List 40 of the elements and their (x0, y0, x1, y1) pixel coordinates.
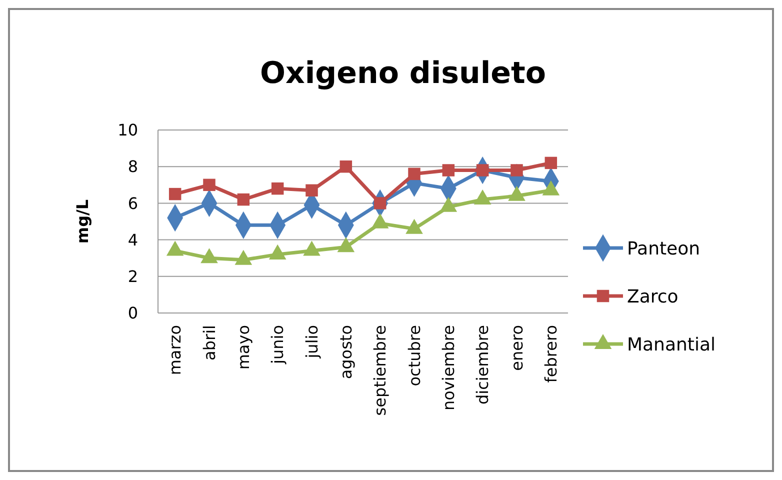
x-tick-label: diciembre (473, 325, 492, 404)
point (237, 193, 250, 206)
x-tick-label: febrero (542, 325, 561, 383)
point (442, 164, 455, 176)
point (406, 218, 423, 234)
point (234, 250, 252, 265)
x-tick-label: octubre (404, 325, 424, 386)
x-tick-label: noviembre (439, 325, 458, 410)
y-tick-label: 6 (128, 194, 138, 213)
x-tick-label: agosto (336, 325, 356, 380)
legend-label: Panteon (627, 238, 700, 260)
point (271, 182, 284, 195)
y-tick-label: 2 (128, 267, 138, 286)
chart-title: Oxigeno disuleto (260, 56, 546, 91)
point (340, 160, 352, 173)
point (203, 178, 216, 192)
x-tick-label: junio (268, 325, 288, 365)
point (408, 168, 420, 180)
point (303, 240, 320, 256)
legend-label: Zarco (627, 286, 678, 308)
point (166, 240, 184, 256)
y-axis-title: mg/L (73, 199, 92, 244)
point (168, 188, 182, 200)
x-tick-label: abril (200, 325, 219, 360)
x-tick-label: septiembre (370, 325, 390, 416)
point (200, 248, 218, 264)
legend-label: Manantial (627, 334, 716, 356)
point (268, 244, 286, 260)
x-tick-label: mayo (234, 325, 254, 370)
y-tick-label: 0 (128, 304, 138, 323)
y-tick-label: 4 (128, 230, 138, 250)
point (544, 156, 558, 170)
point (337, 237, 355, 252)
point (306, 184, 318, 197)
x-tick-label: enero (507, 325, 526, 371)
point (371, 213, 389, 228)
x-tick-label: julio (302, 325, 322, 360)
y-tick-label: 8 (128, 157, 138, 176)
x-tick-label: marzo (166, 325, 185, 376)
y-tick-label: 10 (118, 120, 138, 140)
